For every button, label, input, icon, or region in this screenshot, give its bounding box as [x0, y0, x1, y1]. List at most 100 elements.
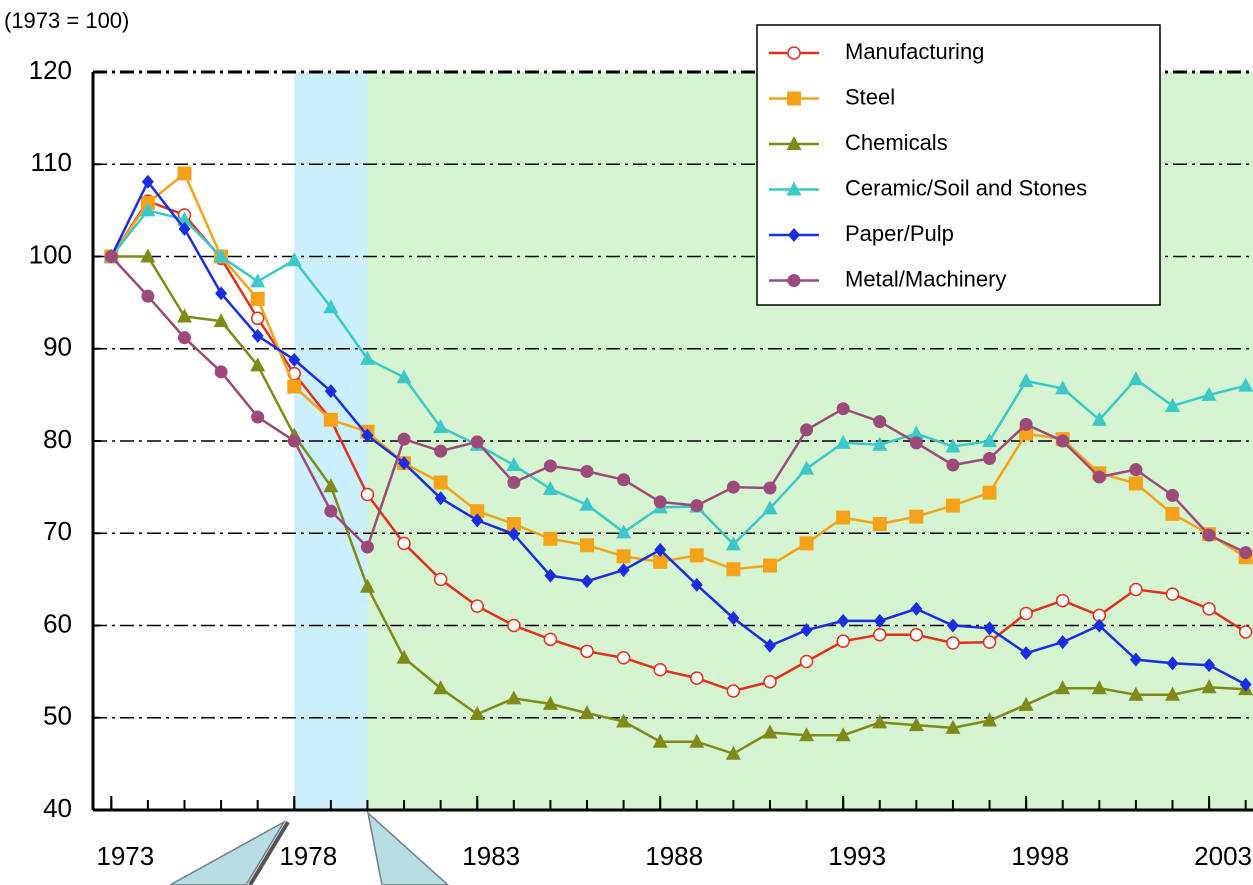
marker: [579, 496, 595, 511]
series: [105, 174, 1252, 692]
marker: [1129, 582, 1143, 597]
marker: [727, 611, 740, 626]
marker: [1166, 656, 1179, 671]
y-tick-label: 70: [43, 516, 72, 546]
marker: [983, 452, 997, 466]
marker: [762, 724, 778, 739]
marker: [873, 627, 887, 642]
marker: [213, 248, 229, 263]
legend-label: Paper/Pulp: [845, 221, 954, 246]
marker: [470, 599, 484, 613]
callout-edge: [248, 820, 290, 885]
marker: [286, 252, 302, 267]
y-tick-label: 120: [29, 55, 72, 85]
marker: [1018, 696, 1034, 711]
series-line: [110, 208, 1247, 547]
marker: [982, 433, 998, 447]
marker: [725, 745, 741, 760]
marker: [361, 428, 374, 443]
marker: [1128, 686, 1144, 701]
marker: [1202, 602, 1216, 616]
marker: [433, 572, 448, 587]
marker: [653, 495, 667, 509]
marker: [1165, 587, 1180, 601]
marker: [1201, 679, 1217, 694]
marker: [579, 705, 595, 720]
marker: [1055, 680, 1071, 695]
marker: [1129, 652, 1142, 667]
marker: [945, 498, 960, 513]
marker: [1091, 680, 1107, 695]
marker: [946, 458, 960, 472]
marker: [653, 663, 667, 677]
marker: [1091, 411, 1107, 426]
marker: [872, 436, 888, 451]
marker: [836, 634, 850, 648]
marker: [1128, 476, 1143, 491]
marker: [1019, 606, 1033, 621]
marker: [469, 706, 485, 721]
marker: [788, 228, 800, 242]
marker: [543, 531, 558, 546]
marker: [1092, 470, 1106, 484]
marker: [689, 548, 704, 563]
marker: [1238, 377, 1253, 392]
marker: [726, 562, 741, 577]
marker: [542, 695, 558, 710]
marker: [910, 601, 923, 616]
marker: [787, 91, 801, 106]
marker: [140, 248, 156, 263]
marker: [1018, 373, 1034, 388]
legend-label: Metal/Machinery: [845, 266, 1006, 291]
series-line: [110, 255, 1247, 554]
marker: [543, 632, 558, 647]
marker: [909, 509, 924, 524]
marker: [616, 524, 632, 539]
series-line: [111, 255, 1246, 756]
marker: [470, 504, 485, 519]
marker: [909, 436, 923, 450]
series-lines: [103, 166, 1253, 760]
y-tick-label: 50: [43, 701, 72, 731]
marker: [398, 456, 411, 471]
marker: [762, 500, 778, 515]
marker: [1202, 528, 1216, 542]
callout: [169, 819, 287, 885]
marker: [397, 536, 411, 551]
series: [104, 250, 1253, 560]
marker: [762, 558, 777, 573]
marker: [544, 568, 557, 583]
marker: [397, 432, 411, 446]
marker: [141, 174, 154, 189]
marker: [470, 435, 484, 449]
y-tick-label: 90: [43, 332, 72, 362]
x-tick-label: 1978: [279, 841, 337, 871]
marker: [800, 423, 814, 437]
marker: [177, 166, 192, 181]
axes: 40 50 60 70 80 90 100 110 120 1973 1978 1983 1988 199…: [29, 55, 1253, 871]
marker: [1093, 618, 1106, 633]
marker: [250, 273, 266, 288]
marker: [908, 425, 924, 440]
marker: [654, 542, 667, 557]
legend-label: Ceramic/Soil and Stones: [845, 175, 1087, 200]
marker: [616, 713, 632, 728]
marker: [1238, 625, 1253, 639]
marker: [1055, 380, 1071, 395]
marker: [581, 574, 594, 589]
marker: [835, 727, 851, 742]
marker: [104, 250, 118, 263]
marker: [946, 618, 959, 633]
marker: [359, 350, 375, 365]
marker: [1165, 488, 1179, 502]
y-tick-label: 80: [43, 424, 72, 454]
marker: [1056, 635, 1069, 650]
marker: [799, 727, 815, 742]
marker: [178, 221, 191, 236]
marker: [396, 369, 412, 384]
marker: [433, 680, 449, 695]
marker: [799, 654, 814, 669]
callout: [366, 810, 450, 885]
marker: [617, 563, 630, 578]
marker: [1019, 426, 1034, 441]
